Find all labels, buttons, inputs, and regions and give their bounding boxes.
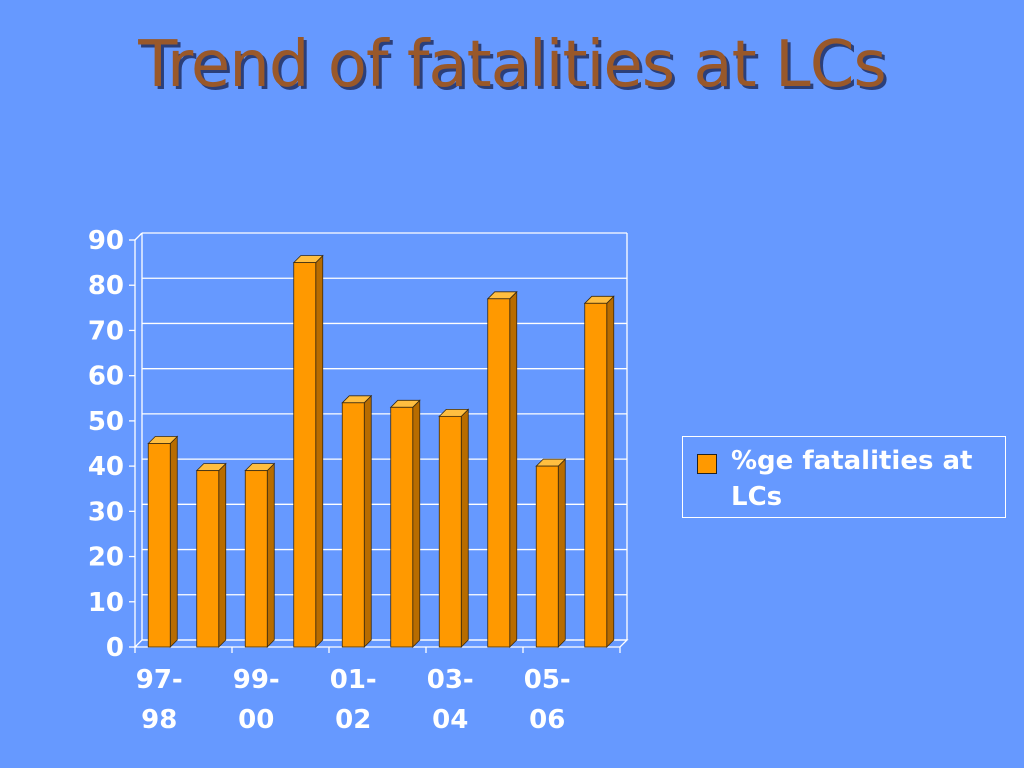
y-tick-label: 80	[88, 271, 124, 301]
x-tick-label-line1: 97-	[136, 665, 183, 695]
bar	[487, 298, 511, 648]
x-tick-label-line2: 06	[529, 705, 565, 735]
legend-swatch	[697, 454, 717, 474]
bar-side	[169, 435, 178, 648]
x-tick-label-line2: 00	[238, 705, 274, 735]
bar	[341, 402, 365, 648]
bar-side	[218, 462, 227, 648]
chart-title: Trend of fatalities at LCs	[138, 28, 886, 102]
y-tick-label: 40	[88, 452, 124, 482]
bar-side	[412, 399, 421, 648]
legend-label: %ge fatalities at LCs	[731, 446, 973, 512]
y-tick-label: 30	[88, 497, 124, 527]
bar-side	[363, 394, 372, 648]
bar-side	[315, 254, 324, 648]
x-tick-label-line1: 01-	[330, 665, 377, 695]
y-tick-label: 20	[88, 543, 124, 573]
y-tick-label: 60	[88, 362, 124, 392]
bar	[147, 443, 171, 648]
bar-side	[266, 462, 275, 648]
legend: %ge fatalities at LCs	[682, 436, 1006, 518]
bar-side	[606, 295, 615, 648]
y-tick-label: 50	[88, 407, 124, 437]
y-tick-label: 0	[106, 633, 124, 663]
bar-side	[509, 290, 518, 648]
bar	[196, 470, 220, 648]
x-tick-label-line2: 02	[335, 705, 371, 735]
bar	[535, 465, 559, 648]
bar	[390, 406, 414, 648]
bar	[244, 470, 268, 648]
x-tick-label-line1: 99-	[233, 665, 280, 695]
bar-side	[557, 458, 566, 648]
y-tick-label: 70	[88, 316, 124, 346]
bar-side	[460, 408, 469, 648]
x-tick-label-line2: 04	[432, 705, 468, 735]
bar	[584, 302, 608, 648]
bar	[293, 262, 317, 648]
x-tick-label-line2: 98	[141, 705, 177, 735]
x-tick-label-line1: 05-	[524, 665, 571, 695]
bar	[438, 415, 462, 648]
y-tick-label: 90	[88, 226, 124, 256]
y-tick-label: 10	[88, 588, 124, 618]
side-wall-top	[134, 232, 143, 241]
x-tick-label-line1: 03-	[427, 665, 474, 695]
